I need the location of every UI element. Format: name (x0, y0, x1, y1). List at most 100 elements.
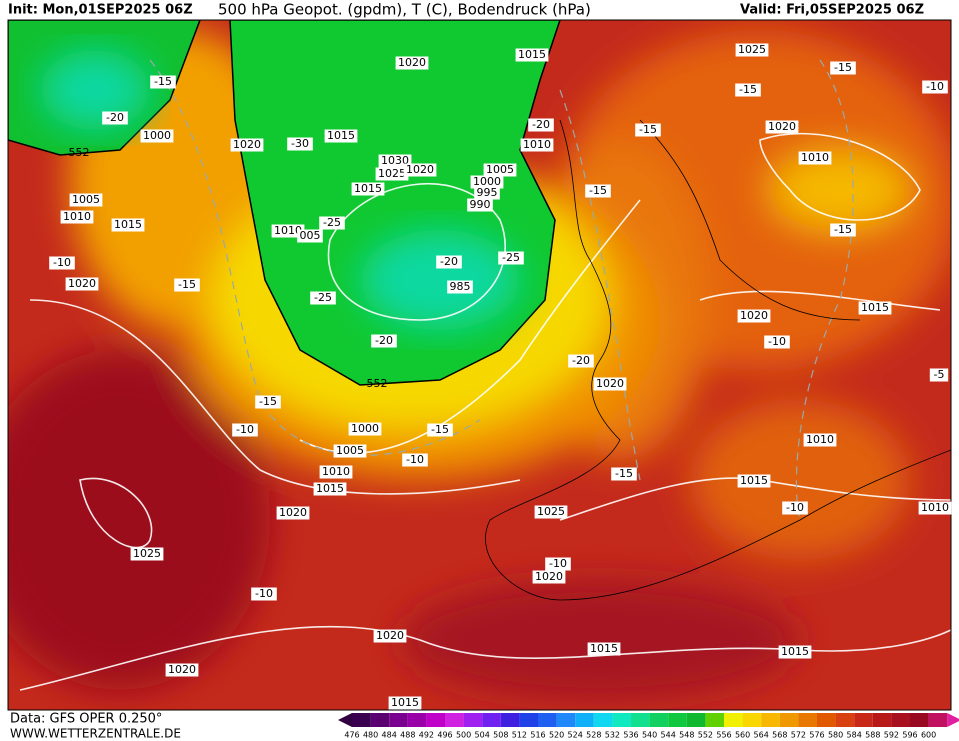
colorbar-swatch (482, 713, 501, 727)
pressure-label: 1015 (861, 301, 889, 314)
colorbar-label: 488 (400, 731, 415, 740)
pressure-label: 1010 (523, 138, 551, 151)
site-name: WWW.WETTERZENTRALE.DE (10, 727, 181, 741)
colorbar-label: 500 (456, 731, 471, 740)
colorbar-swatch (575, 713, 594, 727)
pressure-label: 1020 (596, 377, 624, 390)
colorbar-label: 576 (809, 731, 824, 740)
pressure-label-box (297, 229, 323, 243)
colorbar-swatch (612, 713, 631, 727)
colorbar-swatch (463, 713, 483, 727)
pressure-label: 1010 (806, 433, 834, 446)
temperature-label: -20 (532, 118, 550, 131)
temperature-label-box (735, 83, 761, 97)
pressure-label: 1015 (316, 482, 344, 495)
pressure-label-box (319, 465, 353, 479)
pressure-label-box (403, 163, 437, 177)
colorbar-swatch (668, 713, 687, 727)
colorbar-label: 564 (754, 731, 769, 740)
pressure-label: 1005 (72, 193, 100, 206)
data-source: Data: GFS OPER 0.250° (10, 712, 162, 727)
pressure-label-box (447, 280, 473, 294)
pressure-label: 1020 (768, 120, 796, 133)
temperature-label: -15 (154, 75, 172, 88)
pressure-label: 1010 (322, 465, 350, 478)
pressure-label: 1010 (801, 151, 829, 164)
colorbar-swatch (928, 713, 948, 727)
pressure-label-box (165, 663, 199, 677)
temperature-label: -15 (739, 83, 757, 96)
temperature-label: -30 (291, 137, 309, 150)
pressure-label: 1000 (143, 129, 171, 142)
map-title: 500 hPa Geopot. (gpdm), T (C), Bodendruc… (218, 1, 591, 19)
colorbar-swatch (779, 713, 799, 727)
pressure-label-box (373, 629, 407, 643)
temperature-label-box (49, 256, 75, 270)
map-field (8, 20, 951, 710)
colorbar-label: 508 (493, 731, 508, 740)
pressure-label: 1000 (473, 175, 501, 188)
pressure-label: 005 (300, 229, 321, 242)
colorbar-swatch (352, 713, 371, 727)
pressure-label: 1015 (354, 182, 382, 195)
colorbar-label: 568 (772, 731, 787, 740)
pressure-label-box (515, 48, 549, 62)
colorbar-swatch (742, 713, 762, 727)
colorbar: 476 480 484 488 492 496 500 504 508 512 516 520 524 5… (338, 713, 959, 740)
temperature-label: -15 (431, 423, 449, 436)
temperature-label-box (568, 354, 594, 368)
colorbar-label: 544 (661, 731, 676, 740)
temperature-label-box (251, 587, 277, 601)
colorbar-label: 496 (437, 731, 452, 740)
pressure-label-box (858, 301, 892, 315)
colorbar-label: 520 (549, 731, 564, 740)
colorbar-swatch (872, 713, 892, 727)
colorbar-swatch (538, 713, 557, 727)
colorbar-swatch (761, 713, 780, 727)
temperature-label: -15 (259, 395, 277, 408)
temperature-label-box (782, 501, 808, 515)
height-label: 552 (69, 146, 90, 159)
temperature-label-box (929, 368, 949, 382)
colorbar-swatch (500, 713, 520, 727)
colorbar-label: 584 (847, 731, 862, 740)
pressure-label-box (333, 444, 367, 458)
colorbar-swatch (798, 713, 817, 727)
pressure-label: 990 (470, 198, 491, 211)
temperature-label: -15 (589, 184, 607, 197)
pressure-label: 1005 (486, 163, 514, 176)
pressure-label-box (765, 120, 799, 134)
temperature-label: -15 (834, 61, 852, 74)
colorbar-label: 592 (884, 731, 899, 740)
temperature-label: -25 (502, 251, 520, 264)
temperature-label: -10 (53, 256, 71, 269)
colorbar-label: 476 (344, 731, 359, 740)
pressure-label-box (918, 501, 952, 515)
colorbar-label: 484 (382, 731, 397, 740)
temperature-label-box (310, 291, 336, 305)
temperature-label: -25 (314, 291, 332, 304)
temperature-label-box (545, 557, 571, 571)
pressure-label: 1025 (537, 505, 565, 518)
temperature-label: -20 (440, 255, 458, 268)
colorbar-swatch (686, 713, 706, 727)
pressure-label-box (467, 198, 493, 212)
temperature-label-box (319, 216, 345, 230)
pressure-label: 1010 (274, 224, 302, 237)
pressure-label-box (587, 642, 621, 656)
pressure-label-box (470, 175, 504, 189)
colorbar-label: 540 (642, 731, 657, 740)
temperature-label-box (102, 111, 128, 125)
pressure-label: 1020 (68, 277, 96, 290)
pressure-label-box (798, 151, 832, 165)
colorbar-label: 572 (791, 731, 806, 740)
pressure-label: 985 (450, 280, 471, 293)
temperature-label-box (371, 334, 397, 348)
colorbar-label: 588 (865, 731, 880, 740)
pressure-label-box (60, 210, 94, 224)
temperature-label: -10 (786, 501, 804, 514)
pressure-label: 1015 (327, 129, 355, 142)
temperature-label: -10 (255, 587, 273, 600)
colorbar-label: 480 (363, 731, 378, 740)
